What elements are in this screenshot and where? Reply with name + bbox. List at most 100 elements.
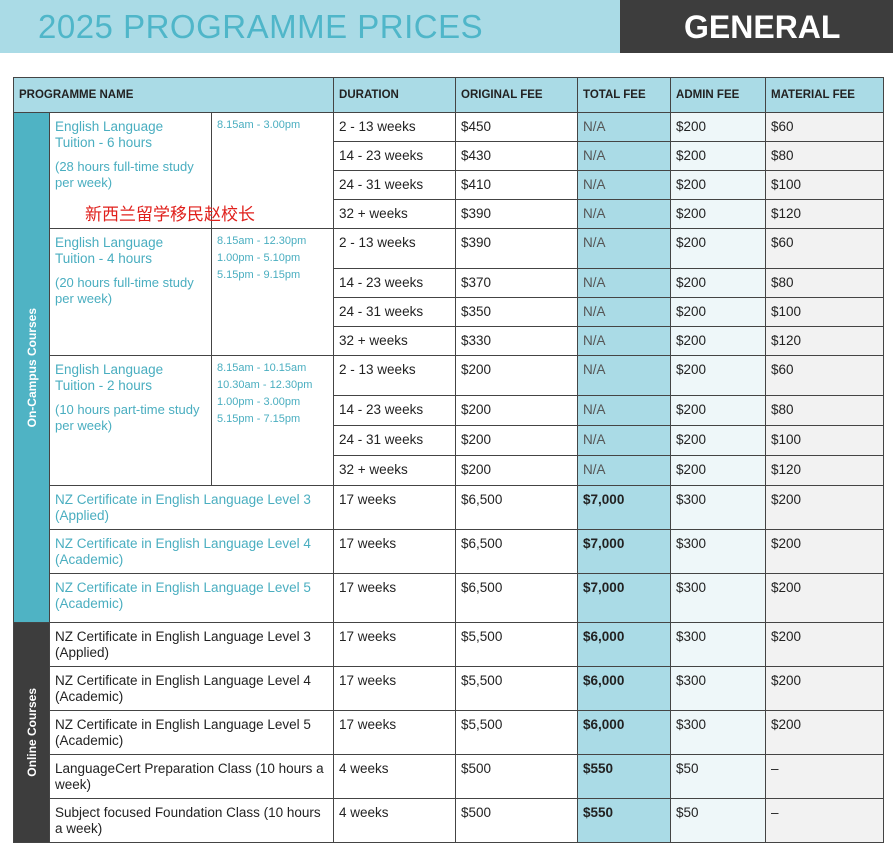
fee-cell: 32 + weeks [333, 199, 457, 229]
fee-cell: $200 [670, 112, 767, 142]
programme-name: English Language Tuition - 4 hours [55, 235, 164, 266]
fee-cell: 17 weeks [333, 710, 457, 755]
programme-name: NZ Certificate in English Language Level… [55, 673, 311, 704]
fee-cell: N/A [577, 199, 672, 229]
fee-cell: 17 weeks [333, 573, 457, 623]
fee-cell: $120 [765, 326, 885, 356]
fee-cell: $200 [455, 425, 579, 456]
fee-row: Subject focused Foundation Class (10 hou… [14, 798, 885, 843]
times-cell: 8.15am - 12.30pm 1.00pm - 5.10pm 5.15pm - … [210, 228, 335, 356]
fee-row: English Language Tuition - 2 hours (10 ho… [14, 355, 885, 486]
programme-name: NZ Certificate in English Language Level… [55, 536, 311, 567]
fee-row: On-Campus Courses English Language Tuitio… [13, 112, 885, 623]
fee-cell: N/A [577, 170, 672, 200]
fee-row: 14 - 23 weeks $200 N/A $200 $80 [14, 395, 885, 426]
programme-note: (28 hours full-time study per week) [55, 159, 194, 190]
fee-row: LanguageCert Preparation Class (10 hours… [14, 754, 885, 799]
programme-cell: Subject focused Foundation Class (10 hou… [48, 798, 335, 843]
class-time: 1.00pm - 5.10pm [217, 252, 301, 264]
fee-cell: – [765, 798, 885, 843]
fee-cell: $200 [765, 710, 885, 755]
fee-cell: $550 [577, 754, 672, 799]
programme-name: English Language Tuition - 2 hours [55, 362, 164, 393]
class-time: 10.30am - 12.30pm [217, 379, 313, 391]
category-badge: GENERAL [620, 0, 893, 53]
programme-name: Subject focused Foundation Class (10 hou… [55, 805, 321, 836]
fee-row: Online Courses NZ Certificate in English … [13, 622, 885, 843]
fee-row: NZ Certificate in English Language Level… [14, 529, 885, 574]
fee-cell: $200 [670, 199, 767, 229]
fee-cell: $330 [455, 326, 579, 356]
fee-cell: $6,500 [455, 485, 579, 530]
fee-cell: $200 [670, 297, 767, 327]
class-time: 5.15pm - 7.15pm [217, 413, 301, 425]
fee-cell: $410 [455, 170, 579, 200]
fee-cell: $200 [670, 425, 767, 456]
table-body: On-Campus Courses English Language Tuitio… [13, 112, 885, 843]
fee-cell: $7,000 [577, 573, 672, 623]
fee-cell: $200 [670, 395, 767, 426]
fee-cell: $500 [455, 754, 579, 799]
fee-cell: $60 [765, 112, 885, 142]
fee-cell: $120 [765, 199, 885, 229]
times-cell: 8.15am - 3.00pm [210, 112, 335, 229]
fee-cell: 14 - 23 weeks [333, 268, 457, 298]
class-time: 8.15am - 3.00pm [217, 119, 301, 131]
fee-cell: 17 weeks [333, 666, 457, 711]
fee-cell: $200 [765, 666, 885, 711]
fee-cell: $200 [455, 455, 579, 486]
fee-cell: $50 [670, 754, 767, 799]
group-label: Online Courses [24, 688, 39, 777]
watermark: 新西兰留学移民赵校长 [85, 205, 255, 224]
fee-cell: N/A [577, 112, 672, 142]
fee-row: NZ Certificate in English Language Level… [14, 485, 885, 530]
title-banner: 2025 PROGRAMME PRICES [0, 0, 620, 53]
programme-cell: LanguageCert Preparation Class (10 hours… [48, 754, 335, 799]
times-cell: 8.15am - 10.15am 10.30am - 12.30pm 1.00pm … [210, 355, 335, 486]
fee-cell: $370 [455, 268, 579, 298]
fee-cell: N/A [577, 268, 672, 298]
fee-cell: $390 [455, 199, 579, 229]
group-label: On-Campus Courses [24, 307, 39, 428]
fee-row: NZ Certificate in English Language Level… [14, 710, 885, 755]
fee-cell: $200 [670, 326, 767, 356]
programme-cell: NZ Certificate in English Language Level… [48, 485, 335, 530]
programme-name: NZ Certificate in English Language Level… [55, 492, 311, 523]
fee-cell: $7,000 [577, 485, 672, 530]
fee-cell: $6,000 [577, 666, 672, 711]
column-header: ORIGINAL FEE [455, 77, 579, 113]
fee-cell: $60 [765, 355, 885, 396]
fee-cell: $80 [765, 395, 885, 426]
fee-cell: $550 [577, 798, 672, 843]
fee-cell: $450 [455, 112, 579, 142]
fee-cell: 2 - 13 weeks [333, 112, 457, 142]
fee-cell: $5,500 [455, 710, 579, 755]
fee-cell: $5,500 [455, 622, 579, 667]
fee-cell: $300 [670, 573, 767, 623]
programme-name: LanguageCert Preparation Class (10 hours… [55, 761, 324, 792]
fee-cell: $200 [765, 622, 885, 667]
programme-cell: NZ Certificate in English Language Level… [48, 622, 335, 667]
badge-text: GENERAL [684, 9, 841, 45]
fee-cell: 2 - 13 weeks [333, 228, 457, 269]
fee-cell: 17 weeks [333, 485, 457, 530]
fee-cell: $200 [455, 355, 579, 396]
fee-cell: 14 - 23 weeks [333, 141, 457, 171]
programme-note: (20 hours full-time study per week) [55, 275, 194, 306]
fee-row: 24 - 31 weeks $350 N/A $200 $100 [14, 297, 885, 327]
fee-cell: $500 [455, 798, 579, 843]
fee-cell: $300 [670, 710, 767, 755]
fee-cell: 2 - 13 weeks [333, 355, 457, 396]
fee-cell: $50 [670, 798, 767, 843]
fee-cell: $60 [765, 228, 885, 269]
fee-cell: $300 [670, 622, 767, 667]
fee-cell: $300 [670, 529, 767, 574]
programme-note: (10 hours part-time study per week) [55, 402, 200, 433]
fee-cell: – [765, 754, 885, 799]
fee-cell: 4 weeks [333, 754, 457, 799]
fee-row: 32 + weeks $200 N/A $200 $120 [14, 455, 885, 486]
header-row: PROGRAMME NAME DURATION ORIGINAL FEE TOTAL … [12, 77, 885, 113]
column-header: TOTAL FEE [577, 77, 672, 113]
fee-cell: N/A [577, 355, 672, 396]
fee-cell: N/A [577, 455, 672, 486]
